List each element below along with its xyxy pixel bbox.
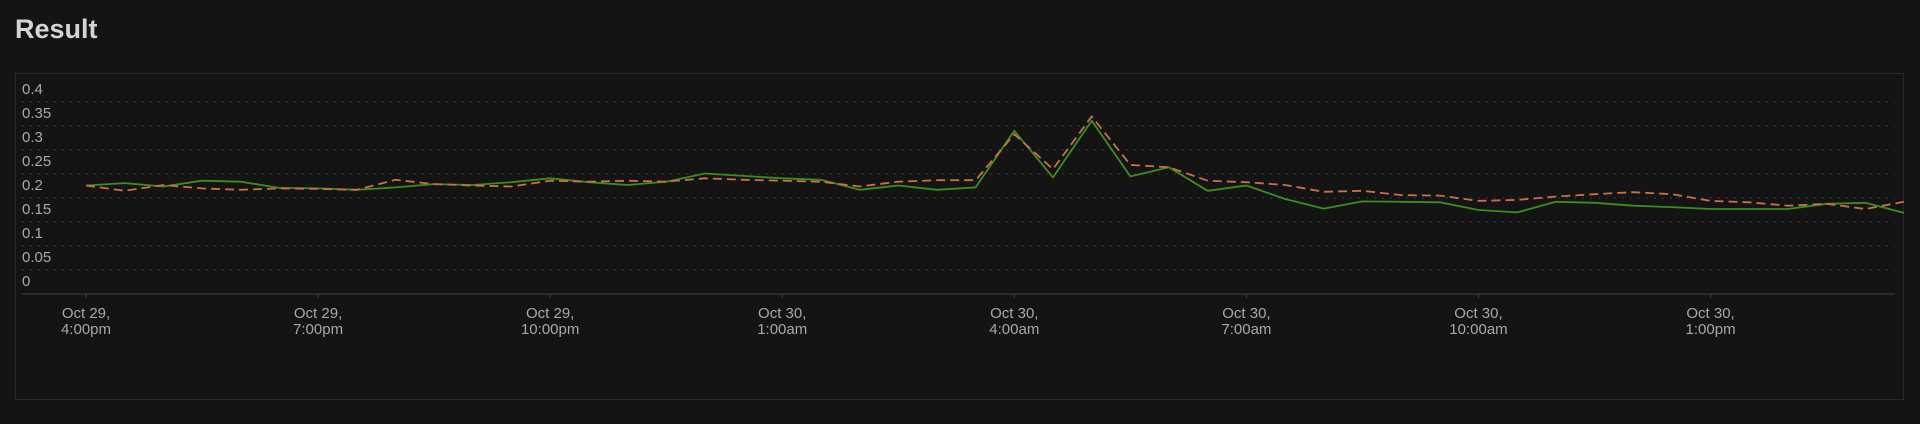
y-tick-label: 0.35 <box>22 105 51 122</box>
x-tick-label: Oct 29, <box>62 305 110 322</box>
x-tick-label: Oct 30, <box>1222 305 1270 322</box>
x-tick-label: 7:00am <box>1221 321 1271 338</box>
y-tick-label: 0.15 <box>22 201 51 218</box>
x-tick-label: 1:00am <box>757 321 807 338</box>
chart-panel <box>15 73 1904 400</box>
x-tick-label: Oct 30, <box>758 305 806 322</box>
x-tick-label: Oct 29, <box>294 305 342 322</box>
series-line-0 <box>85 119 1905 214</box>
y-tick-label: 0.3 <box>22 129 43 146</box>
y-tick-label: 0.1 <box>22 225 43 242</box>
y-tick-label: 0.05 <box>22 249 51 266</box>
y-tick-label: 0 <box>22 273 30 290</box>
x-tick-label: 4:00pm <box>61 321 111 338</box>
x-tick-label: 4:00am <box>989 321 1039 338</box>
x-tick-label: 10:00pm <box>521 321 579 338</box>
y-tick-label: 0.2 <box>22 177 43 194</box>
y-tick-label: 0.4 <box>22 81 43 98</box>
x-tick-label: 7:00pm <box>293 321 343 338</box>
x-tick-label: Oct 30, <box>990 305 1038 322</box>
x-tick-label: Oct 30, <box>1686 305 1734 322</box>
series-line-1 <box>85 115 1905 210</box>
x-tick-label: Oct 30, <box>1454 305 1502 322</box>
x-tick-label: 10:00am <box>1449 321 1507 338</box>
x-tick-label: Oct 29, <box>526 305 574 322</box>
y-tick-label: 0.25 <box>22 153 51 170</box>
x-tick-label: 1:00pm <box>1686 321 1736 338</box>
page-title: Result <box>15 14 98 44</box>
